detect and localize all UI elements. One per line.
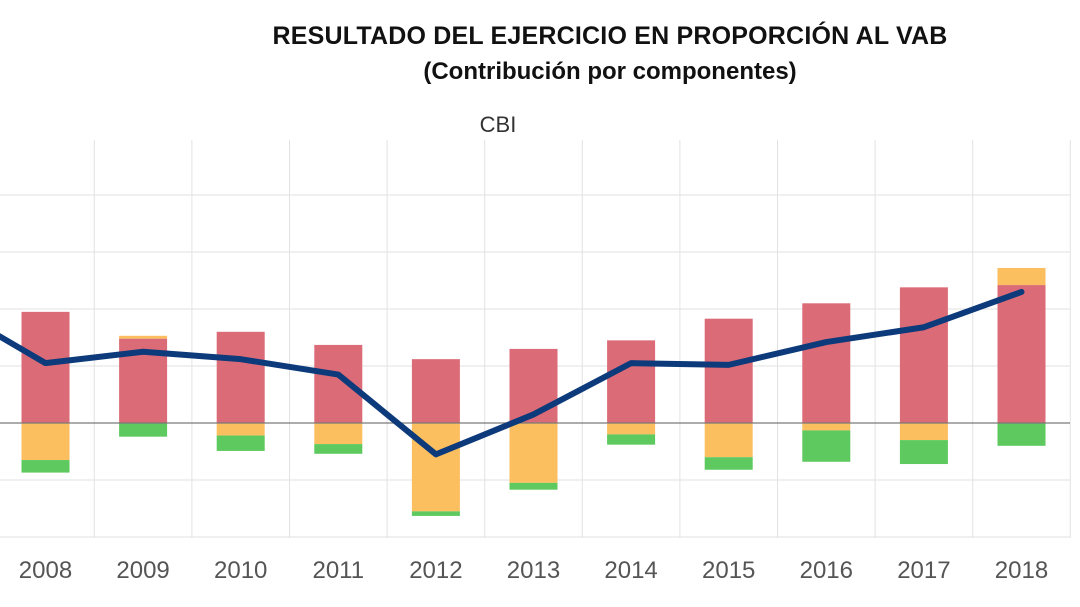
bar-2014-series-1 [607,340,656,423]
bar-2018-series-1 [997,285,1046,423]
bar-2017-series-1 [899,287,948,423]
bar-2015-series-3 [704,457,753,470]
x-tick-2015: 2015 [702,557,755,584]
bar-2012-series-3 [411,511,460,516]
bar-2009-series-2 [119,335,168,339]
x-tick-2018: 2018 [995,557,1048,584]
x-tick-2008: 2008 [19,557,72,584]
bar-2013-series-2 [509,423,558,483]
bar-2010-series-2 [216,423,265,436]
line-series-resultado [0,288,1025,458]
bar-2018-series-3 [997,423,1046,446]
x-tick-2010: 2010 [214,557,267,584]
bar-2016-series-3 [802,430,851,462]
bar-2013-series-1 [509,348,558,423]
bar-2016-series-1 [802,303,851,423]
chart-title: RESULTADO DEL EJERCICIO EN PROPORCIÓN AL… [272,22,948,50]
bar-2008-series-3 [21,460,70,473]
bar-2014-series-2 [607,423,656,435]
bar-2018-series-2 [997,267,1046,286]
bar-2017-series-3 [899,440,948,465]
bar-2015-series-1 [704,318,753,423]
bar-2012-series-1 [411,359,460,423]
bar-2008-series-2 [21,423,70,461]
bar-2011-series-2 [314,423,363,445]
bar-2014-series-3 [607,434,656,445]
bar-2012-series-2 [411,423,460,512]
bar-2010-series-3 [216,435,265,451]
bar-2016-series-2 [802,423,851,431]
bar-2011-series-3 [314,444,363,454]
bar-2017-series-2 [899,423,948,441]
x-tick-2011: 2011 [312,557,364,584]
x-tick-2017: 2017 [897,557,950,584]
x-tick-2013: 2013 [507,557,560,584]
x-tick-2016: 2016 [800,557,853,584]
x-tick-2012: 2012 [409,557,462,584]
bar-2011-series-1 [314,344,363,423]
series-label: CBI [479,112,517,137]
bar-2008-series-1 [21,311,70,423]
x-tick-2014: 2014 [604,557,657,584]
bar-2009-series-3 [119,423,168,437]
x-tick-2009: 2009 [116,557,169,584]
bar-2010-series-1 [216,331,265,423]
chart-subtitle: (Contribución por componentes) [423,58,797,85]
bar-2015-series-2 [704,423,753,458]
bar-2013-series-3 [509,482,558,490]
